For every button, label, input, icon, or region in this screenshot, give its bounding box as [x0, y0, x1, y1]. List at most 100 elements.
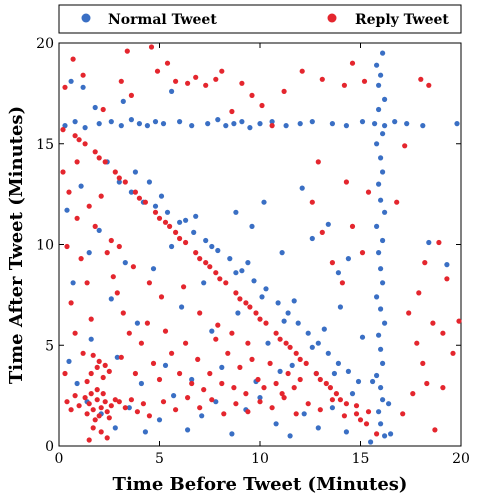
reply-tweet-point-209 — [440, 330, 446, 336]
reply-tweet-point-87 — [134, 409, 140, 415]
reply-tweet-point-60 — [92, 417, 98, 423]
reply-tweet-point-27 — [333, 391, 339, 397]
normal-tweet-point-11 — [177, 119, 183, 125]
normal-tweet-point-151 — [335, 270, 341, 276]
reply-tweet-point-184 — [108, 237, 114, 244]
reply-tweet-point-78 — [84, 378, 90, 385]
normal-tweet-point-137 — [209, 328, 215, 334]
normal-tweet-point-40 — [374, 62, 380, 68]
reply-tweet-point-25 — [313, 370, 319, 377]
reply-tweet-point-218 — [432, 427, 438, 433]
reply-tweet-point-91 — [173, 407, 179, 413]
reply-tweet-point-206 — [414, 340, 420, 346]
ticks-layer: 0 5 10 15 20 0 5 10 15 20 — [36, 36, 470, 467]
normal-tweet-point-96 — [183, 217, 189, 223]
reply-tweet-point-203 — [343, 179, 349, 185]
normal-tweet-point-26 — [359, 119, 366, 125]
reply-tweet-point-144 — [80, 350, 86, 356]
reply-tweet-point-152 — [132, 370, 138, 377]
reply-tweet-point-183 — [86, 203, 92, 209]
reply-tweet-point-118 — [173, 78, 179, 84]
normal-tweet-point-44 — [380, 131, 386, 137]
reply-tweet-point-190 — [158, 294, 165, 300]
normal-tweet-point-125 — [273, 421, 279, 427]
reply-tweet-point-85 — [122, 405, 128, 411]
reply-tweet-point-3 — [92, 149, 98, 155]
reply-tweet-point-82 — [72, 393, 78, 399]
normal-tweet-point-5 — [118, 123, 124, 129]
normal-tweet-point-148 — [249, 223, 255, 229]
normal-tweet-point-160 — [233, 209, 239, 215]
normal-tweet-point-145 — [122, 260, 128, 266]
normal-tweet-point-68 — [368, 439, 374, 445]
reply-tweet-point-176 — [279, 391, 285, 397]
normal-tweet-point-80 — [215, 247, 221, 254]
normal-tweet-point-117 — [156, 417, 163, 423]
reply-tweet-point-92 — [185, 395, 191, 401]
reply-tweet-point-49 — [247, 304, 253, 310]
normal-tweet-point-63 — [378, 385, 384, 391]
normal-tweet-point-110 — [66, 358, 72, 364]
reply-tweet-point-9 — [152, 209, 159, 215]
normal-tweet-point-127 — [301, 411, 307, 417]
normal-tweet-point-167 — [426, 239, 432, 246]
reply-tweet-point-192 — [197, 310, 203, 316]
reply-tweet-point-114 — [128, 92, 134, 98]
normal-tweet-point-45 — [374, 141, 380, 147]
reply-tweet-point-70 — [104, 435, 110, 441]
reply-tweet-point-77 — [102, 362, 108, 368]
normal-tweet-point-121 — [213, 399, 219, 405]
normal-tweet-point-53 — [376, 250, 382, 256]
reply-tweet-point-108 — [62, 84, 68, 90]
reply-tweet-point-72 — [88, 370, 94, 377]
normal-tweet-point-3 — [96, 121, 102, 127]
normal-tweet-point-55 — [380, 280, 386, 286]
normal-tweet-point-95 — [158, 193, 165, 199]
reply-tweet-point-50 — [287, 344, 293, 350]
reply-tweet-point-106 — [353, 403, 360, 409]
normal-tweet-point-103 — [349, 391, 356, 397]
reply-tweet-point-20 — [263, 320, 269, 326]
normal-tweet-point-69 — [388, 431, 394, 437]
reply-tweet-point-98 — [257, 399, 263, 405]
reply-tweet-point-7 — [132, 189, 138, 195]
normal-tweet-point-78 — [191, 229, 197, 235]
reply-tweet-point-198 — [329, 260, 335, 266]
normal-tweet-point-10 — [160, 121, 167, 127]
reply-tweet-point-210 — [424, 380, 430, 387]
reply-tweet-point-213 — [422, 260, 428, 266]
reply-tweet-point-175 — [273, 380, 279, 387]
normal-tweet-point-12 — [189, 123, 195, 129]
reply-tweet-point-89 — [146, 413, 152, 419]
reply-tweet-point-67 — [112, 397, 118, 403]
normal-tweet-point-72 — [116, 179, 122, 185]
reply-tweet-point-48 — [207, 264, 213, 270]
y-tick-label-3: 15 — [36, 137, 54, 153]
normal-tweet-point-32 — [454, 121, 460, 127]
reply-tweet-point-217 — [456, 318, 462, 324]
normal-tweet-point-29 — [392, 119, 398, 125]
y-tick-label-1: 5 — [45, 338, 54, 354]
reply-tweet-point-55 — [98, 405, 104, 411]
reply-tweet-point-0 — [60, 127, 66, 133]
normal-tweet-point-89 — [315, 340, 321, 346]
reply-tweet-point-131 — [319, 76, 325, 82]
reply-tweet-point-57 — [88, 391, 94, 397]
reply-tweet-point-205 — [406, 310, 412, 316]
reply-tweet-point-193 — [215, 322, 221, 328]
normal-tweet-point-27 — [372, 121, 378, 127]
reply-tweet-point-5 — [112, 169, 118, 175]
reply-tweet-point-15 — [213, 270, 219, 276]
normal-tweet-point-65 — [376, 409, 382, 415]
reply-tweet-point-188 — [130, 264, 136, 270]
reply-tweet-point-221 — [416, 290, 422, 296]
reply-tweet-point-113 — [124, 48, 130, 54]
reply-tweet-point-172 — [255, 376, 261, 383]
normal-tweet-point-115 — [126, 405, 132, 411]
normal-tweet-point-46 — [378, 155, 384, 161]
normal-tweet-point-88 — [305, 330, 311, 336]
normal-tweet-point-156 — [189, 376, 195, 383]
normal-tweet-point-34 — [80, 84, 86, 90]
normal-tweet-point-139 — [265, 340, 271, 346]
normal-tweet-point-64 — [380, 397, 386, 403]
